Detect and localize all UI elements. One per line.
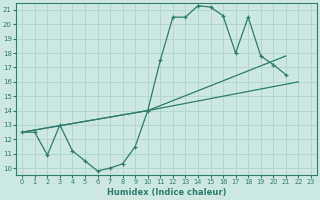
X-axis label: Humidex (Indice chaleur): Humidex (Indice chaleur) — [107, 188, 226, 197]
